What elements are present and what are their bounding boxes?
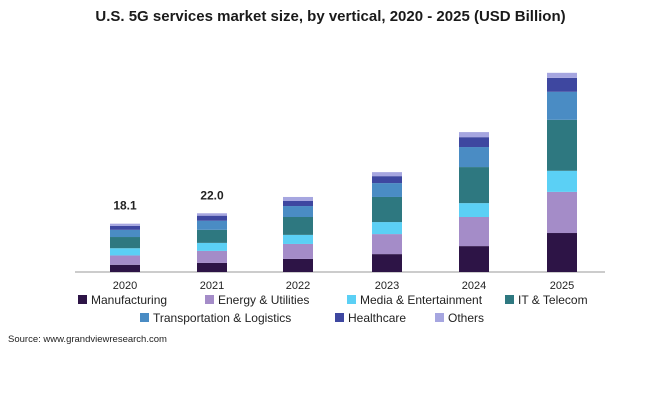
- bar-segment-others-2024: [459, 132, 489, 138]
- stacked-bar-chart: 2020 18.1 2021 22.0 2022 2023 2024 2025 Manufact…: [75, 72, 605, 325]
- bar-segment-it-telecom-2025: [547, 119, 577, 171]
- legend-swatch: [205, 295, 214, 304]
- bar-segment-transportation-logistics-2025: [547, 91, 577, 120]
- bar-segment-it-telecom-2021: [197, 229, 227, 243]
- legend-swatch: [347, 295, 356, 304]
- legend-swatch: [78, 295, 87, 304]
- bar-segment-energy-utilities-2025: [547, 191, 577, 234]
- legend-swatch: [335, 313, 344, 322]
- bar-segment-transportation-logistics-2024: [459, 147, 489, 168]
- bar-segment-it-telecom-2022: [283, 216, 313, 235]
- legend-swatch: [435, 313, 444, 322]
- x-tick-label: 2024: [462, 280, 486, 292]
- bar-segment-manufacturing-2020: [110, 264, 140, 272]
- bar-segment-transportation-logistics-2020: [110, 229, 140, 238]
- bar-segment-transportation-logistics-2023: [372, 183, 402, 197]
- bar-segment-others-2020: [110, 223, 140, 226]
- bar-segment-others-2025: [547, 72, 577, 78]
- legend-label: IT & Telecom: [518, 293, 588, 307]
- bar-segment-it-telecom-2023: [372, 196, 402, 223]
- bar-segment-healthcare-2025: [547, 77, 577, 92]
- data-label: 18.1: [113, 199, 137, 213]
- bar-segment-media-entertainment-2025: [547, 170, 577, 192]
- bar-segment-healthcare-2020: [110, 225, 140, 230]
- x-tick-label: 2020: [113, 280, 137, 292]
- bar-segment-healthcare-2022: [283, 200, 313, 207]
- bar-segment-others-2023: [372, 172, 402, 177]
- legend-label: Healthcare: [348, 311, 406, 325]
- legend-label: Others: [448, 311, 484, 325]
- bar-segment-it-telecom-2024: [459, 167, 489, 204]
- bar-segment-energy-utilities-2020: [110, 255, 140, 265]
- bar-segment-manufacturing-2023: [372, 254, 402, 272]
- bar-segment-media-entertainment-2020: [110, 248, 140, 256]
- bar-segment-media-entertainment-2023: [372, 222, 402, 235]
- x-tick-label: 2025: [550, 280, 574, 292]
- source-note: Source: www.grandviewresearch.com: [8, 334, 167, 345]
- legend-label: Manufacturing: [91, 293, 167, 307]
- bar-segment-media-entertainment-2022: [283, 234, 313, 244]
- bar-segment-healthcare-2024: [459, 137, 489, 148]
- bar-segment-media-entertainment-2024: [459, 203, 489, 217]
- bar-segment-media-entertainment-2021: [197, 242, 227, 251]
- bar-segment-healthcare-2021: [197, 215, 227, 221]
- bar-segment-healthcare-2023: [372, 176, 402, 184]
- bar-segment-others-2021: [197, 213, 227, 216]
- bar-segment-manufacturing-2022: [283, 258, 313, 272]
- x-tick-label: 2021: [200, 280, 224, 292]
- bar-segment-others-2022: [283, 196, 313, 201]
- bar-segment-energy-utilities-2024: [459, 216, 489, 247]
- bar-segment-energy-utilities-2021: [197, 250, 227, 263]
- bar-segment-energy-utilities-2023: [372, 234, 402, 255]
- chart-title: U.S. 5G services market size, by vertica…: [95, 8, 566, 25]
- bar-segment-it-telecom-2020: [110, 237, 140, 249]
- x-tick-label: 2023: [375, 280, 399, 292]
- legend-label: Energy & Utilities: [218, 293, 309, 307]
- bar-segment-energy-utilities-2022: [283, 243, 313, 259]
- bar-segment-transportation-logistics-2021: [197, 220, 227, 230]
- legend-label: Transportation & Logistics: [153, 311, 291, 325]
- legend-label: Media & Entertainment: [360, 293, 483, 307]
- bar-segment-transportation-logistics-2022: [283, 206, 313, 217]
- bar-segment-manufacturing-2024: [459, 246, 489, 272]
- x-tick-label: 2022: [286, 280, 310, 292]
- data-label: 22.0: [200, 188, 224, 202]
- legend-swatch: [505, 295, 514, 304]
- bar-segment-manufacturing-2025: [547, 233, 577, 272]
- legend-swatch: [140, 313, 149, 322]
- bar-segment-manufacturing-2021: [197, 262, 227, 272]
